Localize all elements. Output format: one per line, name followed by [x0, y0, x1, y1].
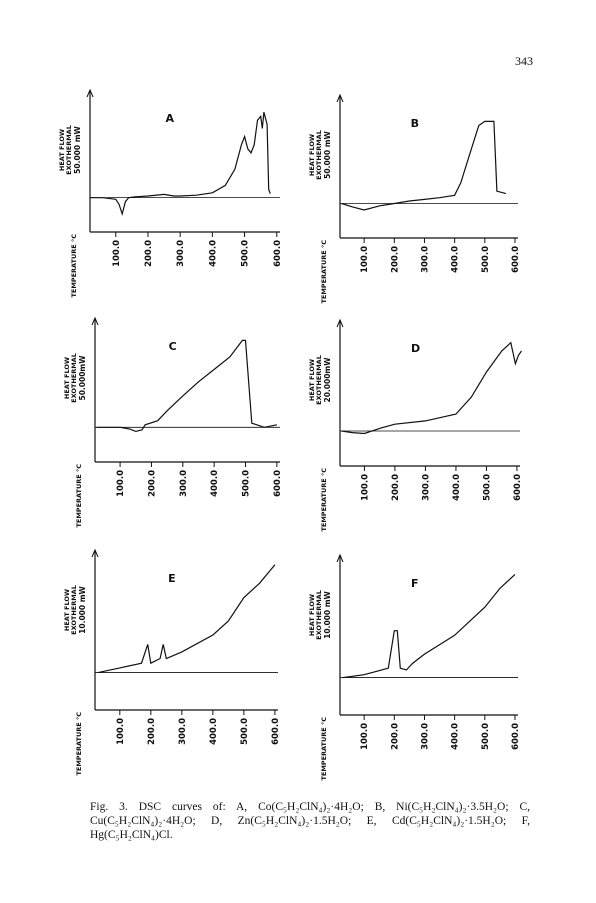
x-tick-label: 600.0	[271, 718, 281, 745]
dsc-curve	[341, 341, 522, 435]
y-axis-arrow	[336, 93, 344, 103]
x-tick-label: 400.0	[208, 240, 218, 267]
x-axis-label: TEMPERATURE °C	[75, 712, 83, 776]
x-tick-label: 500.0	[240, 718, 250, 745]
panel-label: E	[168, 572, 176, 585]
y-axis-label: EXOTHERMAL	[70, 585, 78, 635]
scale-label: 10.000 mW	[78, 585, 87, 633]
x-tick-label: 200.0	[147, 470, 157, 497]
x-tick-label: 600.0	[273, 240, 283, 267]
x-axis-label: TEMPERATURE °C	[70, 234, 78, 298]
y-axis-arrow	[86, 88, 94, 98]
x-tick-label: 300.0	[420, 246, 430, 273]
x-tick-label: 100.0	[116, 718, 126, 745]
x-tick-label: 100.0	[116, 470, 126, 497]
x-axis-label: TEMPERATURE °C	[320, 240, 328, 304]
y-axis-arrow	[336, 318, 344, 328]
x-tick-label: 400.0	[210, 470, 220, 497]
scale-label: 10.000 mW	[323, 590, 332, 638]
x-tick-label: 200.0	[147, 718, 157, 745]
panel-label: A	[166, 112, 175, 125]
dsc-curve	[97, 564, 276, 674]
scale-label: 50.000 mW	[323, 130, 332, 178]
x-axis-label: TEMPERATURE °C	[320, 468, 328, 532]
x-axis-label: TEMPERATURE °C	[75, 464, 83, 528]
x-tick-label: 100.0	[112, 240, 122, 267]
x-tick-label: 300.0	[178, 718, 188, 745]
y-axis-label: HEAT FLOW	[63, 357, 71, 399]
x-tick-label: 600.0	[273, 470, 283, 497]
x-tick-label: 300.0	[179, 470, 189, 497]
y-axis-label: HEAT FLOW	[308, 359, 316, 401]
y-axis-label: EXOTHERMAL	[70, 353, 78, 403]
x-tick-label: 300.0	[421, 474, 431, 501]
x-tick-label: 200.0	[390, 246, 400, 273]
x-axis-label: TEMPERATURE °C	[320, 717, 328, 781]
scale-label: 20.000mW	[323, 357, 332, 403]
x-tick-label: 100.0	[360, 474, 370, 501]
dsc-curve	[96, 339, 278, 433]
x-tick-label: 600.0	[511, 723, 521, 750]
y-axis-label: HEAT FLOW	[63, 589, 71, 631]
x-tick-label: 400.0	[452, 474, 462, 501]
x-tick-label: 300.0	[176, 240, 186, 267]
y-axis-arrow	[91, 316, 99, 326]
x-tick-label: 500.0	[482, 474, 492, 501]
scale-label: 50.000 mW	[73, 125, 82, 173]
x-tick-label: 200.0	[391, 474, 401, 501]
x-tick-label: 600.0	[511, 246, 521, 273]
y-axis-label: EXOTHERMAL	[315, 590, 323, 640]
x-tick-label: 400.0	[209, 718, 219, 745]
x-tick-label: 500.0	[242, 470, 252, 497]
dsc-curve	[342, 573, 516, 679]
y-axis-label: HEAT FLOW	[308, 594, 316, 636]
page-number: 343	[515, 54, 533, 68]
x-tick-label: 500.0	[481, 246, 491, 273]
y-axis-arrow	[336, 553, 344, 563]
x-tick-label: 200.0	[390, 723, 400, 750]
dsc-curve	[341, 120, 507, 211]
x-tick-label: 400.0	[451, 246, 461, 273]
x-tick-label: 100.0	[360, 246, 370, 273]
panel-label: C	[169, 340, 177, 353]
x-tick-label: 600.0	[513, 474, 523, 501]
x-tick-label: 100.0	[360, 723, 370, 750]
y-axis-label: HEAT FLOW	[308, 134, 316, 176]
y-axis-label: EXOTHERMAL	[65, 125, 73, 175]
x-tick-label: 200.0	[144, 240, 154, 267]
y-axis-label: EXOTHERMAL	[315, 130, 323, 180]
x-tick-label: 500.0	[481, 723, 491, 750]
x-tick-label: 300.0	[420, 723, 430, 750]
y-axis-label: EXOTHERMAL	[315, 355, 323, 405]
figure-caption: Fig. 3. DSC curves of: A, Co(C₅H₂ClN₄)₂·…	[90, 801, 530, 841]
x-tick-label: 500.0	[241, 240, 251, 267]
panel-label: D	[411, 342, 420, 355]
scale-label: 50.000mW	[78, 355, 87, 401]
panel-label: B	[411, 117, 419, 130]
y-axis-label: HEAT FLOW	[58, 129, 66, 171]
dsc-curve	[90, 112, 271, 217]
y-axis-arrow	[91, 548, 99, 558]
x-tick-label: 400.0	[451, 723, 461, 750]
panel-label: F	[411, 577, 419, 590]
